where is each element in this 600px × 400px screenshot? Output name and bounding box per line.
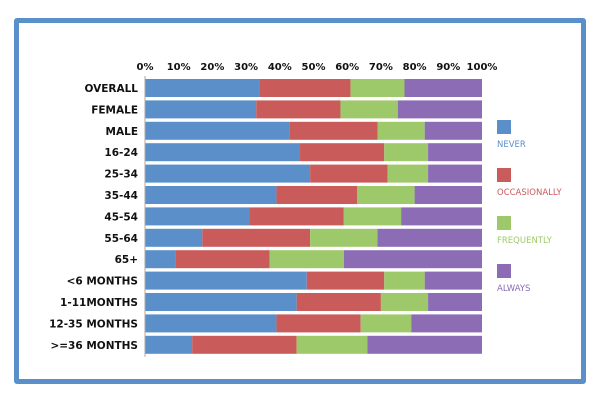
legend-label: NEVER — [497, 140, 526, 150]
x-tick-label: 0% — [137, 62, 154, 73]
bar-segment-always — [424, 271, 482, 290]
bar-segment-occasionally — [300, 143, 385, 162]
bar-segment-always — [414, 186, 482, 204]
category-label: 1-11MONTHS — [60, 297, 138, 309]
x-tick-label: 80% — [403, 62, 427, 73]
category-label: OVERALL — [84, 83, 138, 95]
bar-segment-occasionally — [249, 207, 344, 226]
legend-swatch-frequently — [497, 216, 511, 230]
bar-segment-frequently — [343, 207, 402, 226]
category-label: 35-44 — [104, 190, 138, 202]
bar-segment-frequently — [357, 186, 415, 204]
x-tick-label: 10% — [167, 62, 191, 73]
bar-segment-frequently — [350, 79, 405, 97]
category-label: FEMALE — [91, 104, 138, 116]
bar-segment-never — [145, 271, 307, 290]
bar-segment-frequently — [360, 314, 412, 333]
bar-segment-never — [145, 228, 203, 247]
bar-segment-frequently — [269, 250, 344, 269]
bar-segment-occasionally — [296, 293, 381, 311]
bar-segment-never — [145, 314, 277, 333]
legend-label: FREQUENTLY — [497, 236, 553, 246]
x-tick-label: 20% — [200, 62, 224, 73]
x-tick-label: 70% — [369, 62, 393, 73]
bar-segment-always — [343, 250, 482, 269]
stacked-bar-chart: 0% 10% 20% 30% 40% 50% 60% 70% 80% 90% 100% OVERALL… — [49, 62, 562, 357]
bar-segment-always — [428, 164, 482, 183]
bar-segment-never — [145, 335, 193, 354]
category-label: <6 MONTHS — [67, 276, 138, 288]
bar-segment-never — [145, 79, 260, 97]
bar-segment-never — [145, 100, 257, 119]
category-label: 12-35 MONTHS — [49, 318, 138, 330]
bar-segment-occasionally — [289, 121, 378, 140]
chart-frame: 0% 10% 20% 30% 40% 50% 60% 70% 80% 90% 100% OVERALL… — [14, 18, 586, 384]
bar-segment-frequently — [377, 121, 425, 140]
bar-segment-frequently — [310, 228, 378, 247]
bar-segment-always — [428, 293, 482, 311]
category-label: MALE — [106, 126, 138, 138]
bar-segment-occasionally — [202, 228, 311, 247]
category-label: 65+ — [115, 254, 138, 266]
bar-segment-occasionally — [192, 335, 297, 354]
bar-segment-always — [401, 207, 482, 226]
category-label: 55-64 — [104, 233, 138, 245]
bar-segment-frequently — [340, 100, 398, 119]
category-label: 45-54 — [104, 211, 138, 223]
bar-segment-occasionally — [259, 79, 351, 97]
bar-segment-never — [145, 293, 297, 311]
bar-segment-always — [397, 100, 482, 119]
bar-segment-frequently — [384, 271, 425, 290]
bar-segment-occasionally — [276, 314, 361, 333]
category-label: >=36 MONTHS — [50, 340, 138, 352]
legend-swatch-always — [497, 264, 511, 278]
bar-segment-frequently — [384, 143, 429, 162]
bar-segment-never — [145, 143, 301, 162]
legend-label: ALWAYS — [497, 284, 530, 294]
category-label: 25-34 — [104, 169, 138, 181]
x-tick-label: 60% — [335, 62, 359, 73]
bar-segment-always — [428, 143, 482, 162]
bar-segment-never — [145, 186, 277, 204]
x-tick-label: 50% — [302, 62, 326, 73]
bar-segment-always — [424, 121, 482, 140]
bar-segment-never — [145, 207, 250, 226]
bar-segment-always — [377, 228, 482, 247]
legend-label: OCCASIONALLY — [497, 188, 562, 198]
bar-segment-never — [145, 164, 311, 183]
bar-segment-never — [145, 121, 290, 140]
bar-segment-frequently — [380, 293, 429, 311]
x-tick-label: 100% — [467, 62, 498, 73]
bar-segment-always — [404, 79, 482, 97]
bar-segment-occasionally — [310, 164, 388, 183]
bar-segment-occasionally — [306, 271, 385, 290]
x-tick-label: 30% — [234, 62, 258, 73]
legend-swatch-occasionally — [497, 168, 511, 182]
category-label: 16-24 — [104, 147, 138, 159]
bar-segment-frequently — [296, 335, 368, 354]
x-tick-label: 40% — [268, 62, 292, 73]
bar-segment-always — [411, 314, 482, 333]
bar-segment-frequently — [387, 164, 429, 183]
bar-segment-always — [367, 335, 482, 354]
bar-segment-occasionally — [256, 100, 341, 119]
legend-swatch-never — [497, 120, 511, 134]
x-tick-label: 90% — [436, 62, 460, 73]
bar-segment-occasionally — [175, 250, 270, 269]
bar-segment-occasionally — [276, 186, 358, 204]
bar-segment-never — [145, 250, 176, 269]
